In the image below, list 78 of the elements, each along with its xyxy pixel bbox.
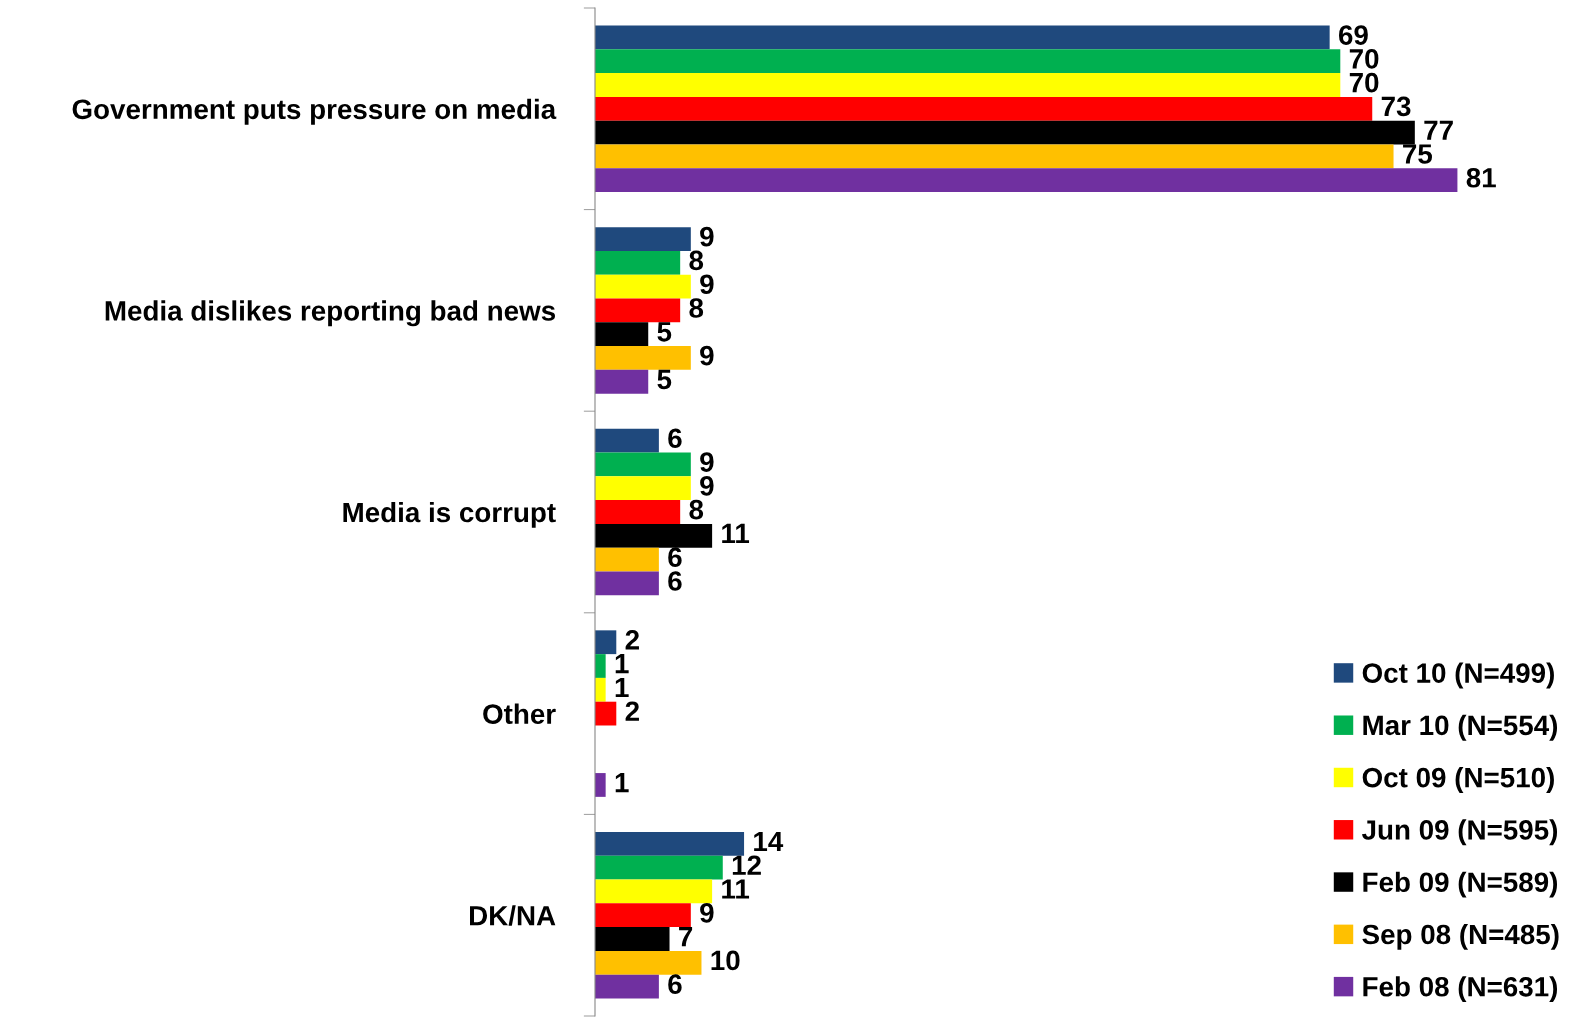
bar xyxy=(595,96,1373,121)
data-label: 2 xyxy=(625,630,639,650)
data-label: 10 xyxy=(711,950,740,971)
data-label: 6 xyxy=(668,547,682,568)
bar xyxy=(595,879,713,904)
bar xyxy=(595,903,691,928)
data-label: 9 xyxy=(700,226,714,247)
data-label: 7 xyxy=(679,927,693,947)
bar xyxy=(595,168,1458,193)
data-label: 1 xyxy=(615,773,629,793)
data-label: 11 xyxy=(722,523,750,543)
data-label: 12 xyxy=(732,855,761,875)
y-tick-label: Government puts pressure on media xyxy=(72,98,557,125)
bar xyxy=(595,974,659,999)
bar xyxy=(595,701,617,726)
bar xyxy=(595,452,691,477)
data-label: 9 xyxy=(700,452,714,472)
bar xyxy=(595,654,606,678)
bar xyxy=(595,428,659,453)
bar xyxy=(595,120,1415,145)
data-label: 14 xyxy=(754,831,784,852)
bar xyxy=(595,547,659,572)
data-label: 6 xyxy=(668,428,682,449)
data-label: 81 xyxy=(1466,167,1496,188)
y-tick-label: Media is corrupt xyxy=(343,501,556,528)
y-tick-label: DK/NA xyxy=(470,905,556,926)
data-label: 8 xyxy=(689,250,704,271)
data-label: 6 xyxy=(668,974,682,995)
bar xyxy=(595,227,691,251)
legend-label: Jun 09 (N=595) xyxy=(1361,819,1558,846)
data-label: 9 xyxy=(700,274,714,295)
bar xyxy=(595,773,606,797)
legend-label: Mar 10 (N=554) xyxy=(1363,714,1558,741)
legend-label: Oct 09 (N=510) xyxy=(1362,767,1554,793)
legend-label: Sep 08 (N=485) xyxy=(1362,923,1559,950)
y-tick-label: Media dislikes reporting bad news xyxy=(105,300,556,327)
data-label: 1 xyxy=(615,654,629,674)
data-label: 6 xyxy=(668,571,682,591)
bar xyxy=(595,73,1341,97)
bar xyxy=(595,630,617,655)
bar xyxy=(595,25,1330,50)
data-label: 5 xyxy=(657,369,672,390)
bar xyxy=(595,250,681,275)
data-label: 70 xyxy=(1349,49,1379,69)
legend-label: Feb 09 (N=589) xyxy=(1363,871,1558,898)
y-tick-label: Other xyxy=(483,703,556,724)
bar xyxy=(595,144,1394,169)
bar xyxy=(595,855,723,880)
legend-label: Oct 10 (N=499) xyxy=(1362,662,1554,689)
data-label: 9 xyxy=(700,902,714,923)
bar xyxy=(595,677,606,702)
bar xyxy=(595,523,713,548)
data-label: 8 xyxy=(689,298,704,318)
bar xyxy=(595,346,691,370)
data-label: 8 xyxy=(689,499,704,520)
data-label: 2 xyxy=(625,701,639,721)
data-label: 11 xyxy=(722,879,750,899)
data-label: 73 xyxy=(1381,96,1411,117)
bar xyxy=(595,500,681,524)
bar xyxy=(595,927,670,951)
bar xyxy=(595,322,649,347)
data-label: 5 xyxy=(657,322,672,342)
bar xyxy=(595,274,691,299)
bar xyxy=(595,298,681,323)
bar xyxy=(595,950,702,975)
bar xyxy=(595,369,649,394)
data-label: 77 xyxy=(1424,120,1453,140)
data-label: 9 xyxy=(700,476,714,496)
bar xyxy=(595,831,745,856)
data-label: 69 xyxy=(1339,25,1368,45)
data-label: 9 xyxy=(700,345,714,366)
legend-label: Feb 08 (N=631) xyxy=(1363,976,1558,1003)
data-label: 75 xyxy=(1403,144,1432,164)
bar xyxy=(595,49,1341,74)
data-label: 70 xyxy=(1349,72,1379,93)
bar xyxy=(595,571,659,596)
data-label: 1 xyxy=(615,677,629,697)
bar xyxy=(595,476,691,501)
